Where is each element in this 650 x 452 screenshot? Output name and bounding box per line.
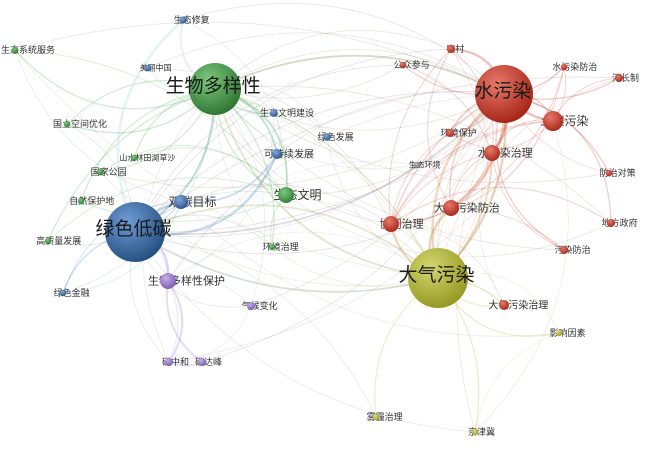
svg-text:地方政府: 地方政府 xyxy=(602,217,638,228)
svg-text:气候变化: 气候变化 xyxy=(242,300,278,311)
svg-text:生物多样性: 生物多样性 xyxy=(166,75,261,97)
svg-text:公众参与: 公众参与 xyxy=(394,59,430,70)
svg-text:雾霾治理: 雾霾治理 xyxy=(367,411,403,422)
svg-text:自然保护地: 自然保护地 xyxy=(69,195,114,206)
svg-text:水污染: 水污染 xyxy=(474,80,531,102)
svg-text:生态系统服务: 生态系统服务 xyxy=(1,44,55,55)
svg-text:生态修复: 生态修复 xyxy=(174,14,210,25)
svg-text:绿色金融: 绿色金融 xyxy=(54,287,90,298)
svg-text:大气污染治理: 大气污染治理 xyxy=(488,298,548,311)
svg-text:可持续发展: 可持续发展 xyxy=(264,147,314,160)
svg-text:美丽中国: 美丽中国 xyxy=(140,63,172,73)
svg-text:山水林田湖草沙: 山水林田湖草沙 xyxy=(119,153,175,163)
svg-text:绿色低碳: 绿色低碳 xyxy=(96,218,172,240)
svg-text:生物多样性保护: 生物多样性保护 xyxy=(148,274,225,288)
svg-text:防治对策: 防治对策 xyxy=(600,167,636,178)
svg-text:环境治理: 环境治理 xyxy=(263,241,299,252)
svg-text:生态文明建设: 生态文明建设 xyxy=(260,107,314,118)
svg-text:污染防治: 污染防治 xyxy=(555,244,591,255)
svg-text:水污染防治: 水污染防治 xyxy=(552,61,597,72)
svg-text:影响因素: 影响因素 xyxy=(550,327,586,338)
svg-text:环境保护: 环境保护 xyxy=(441,127,477,138)
svg-text:大气污染: 大气污染 xyxy=(399,264,475,286)
svg-text:绿色发展: 绿色发展 xyxy=(318,131,354,142)
svg-text:高质量发展: 高质量发展 xyxy=(36,235,81,246)
svg-text:国土空间优化: 国土空间优化 xyxy=(53,118,107,129)
svg-text:生态环境: 生态环境 xyxy=(409,160,441,170)
svg-text:国家公园: 国家公园 xyxy=(91,166,127,177)
